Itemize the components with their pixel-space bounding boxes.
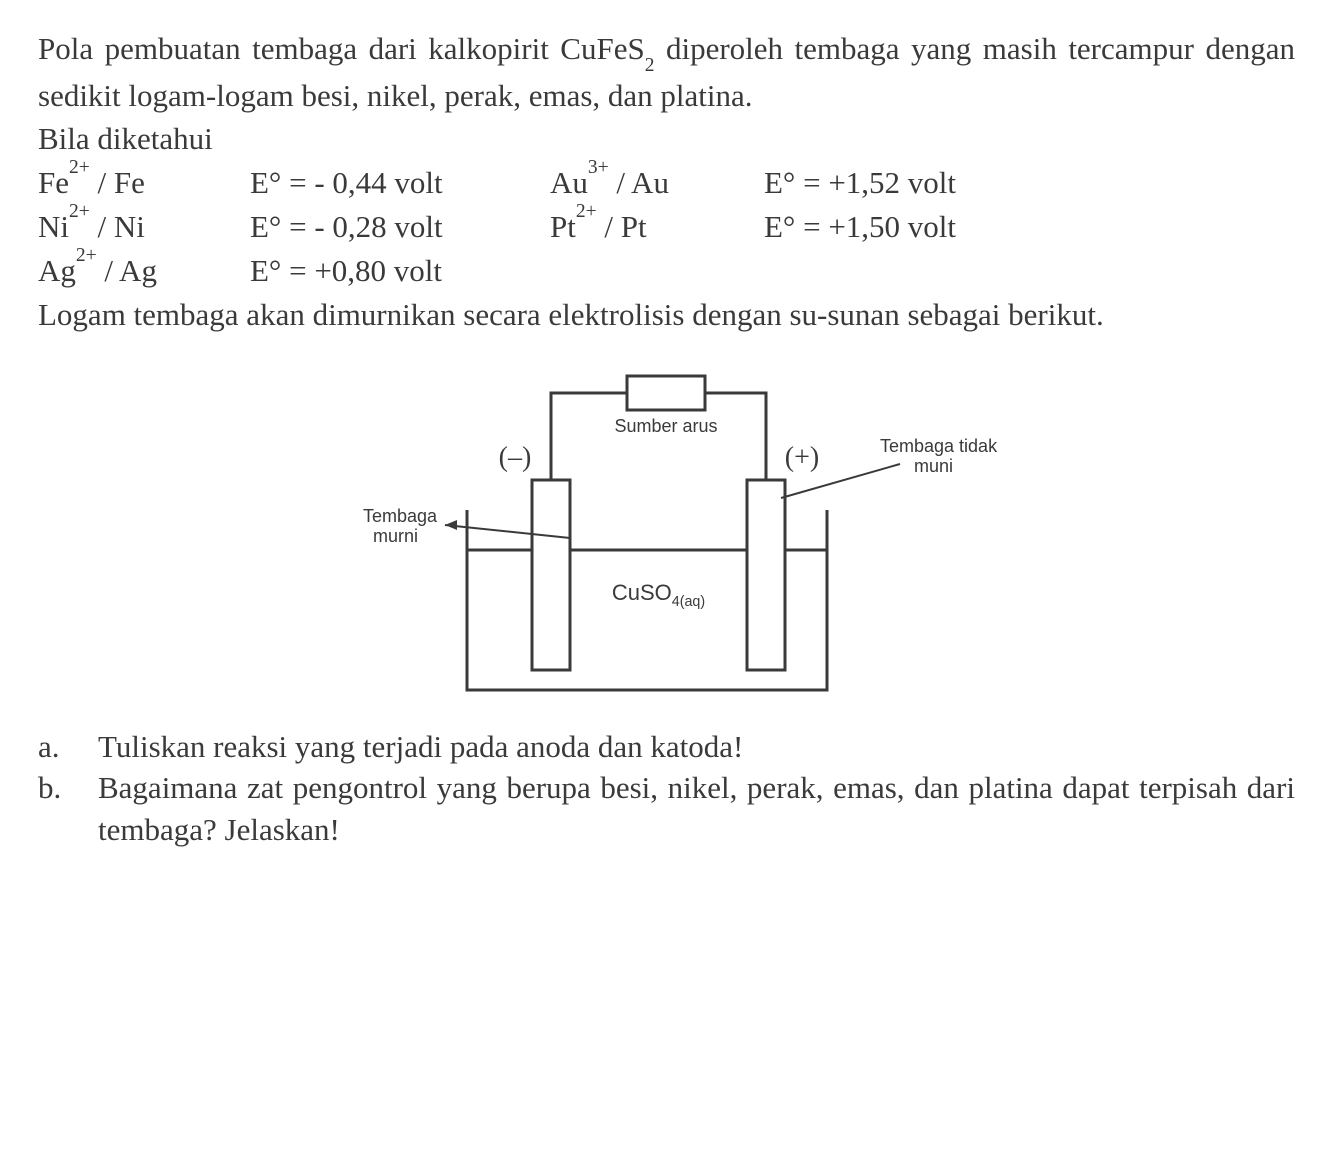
eq-r2c2: E° = - 0,28 volt [250, 206, 550, 248]
known-label: Bila diketahui [38, 118, 1295, 160]
svg-text:Tembaga: Tembaga [363, 506, 438, 526]
eq-r2c4: E° = +1,50 volt [764, 206, 1074, 248]
svg-text:CuSO4(aq): CuSO4(aq) [611, 580, 704, 610]
intro-paragraph: Pola pembuatan tembaga dari kalkopirit C… [38, 28, 1295, 116]
question-b: b. Bagaimana zat pengontrol yang berupa … [38, 767, 1295, 851]
eq-r3c2: E° = +0,80 volt [250, 250, 550, 292]
eq-r1c3: Au3+ / Au [550, 162, 764, 204]
eq-r2c3: Pt2+ / Pt [550, 206, 764, 248]
question-a: a. Tuliskan reaksi yang terjadi pada ano… [38, 726, 1295, 768]
svg-text:(–): (–) [498, 442, 531, 473]
question-list: a. Tuliskan reaksi yang terjadi pada ano… [38, 726, 1295, 852]
equation-table: Fe2+ / Fe E° = - 0,44 volt Au3+ / Au E° … [38, 162, 1295, 292]
svg-text:Sumber arus: Sumber arus [614, 416, 717, 436]
eq-r1c1: Fe2+ / Fe [38, 162, 250, 204]
intro-formula-sub: 2 [645, 55, 655, 76]
question-b-label: b. [38, 767, 98, 809]
para-2: Logam tembaga akan dimurnikan secara ele… [38, 294, 1295, 336]
electrolysis-diagram: Sumber arus (–) (+) Tembaga tidakmuni Tembag… [38, 370, 1295, 700]
svg-text:(+): (+) [784, 442, 818, 473]
eq-r1c4: E° = +1,52 volt [764, 162, 1074, 204]
eq-r3c1: Ag2+ / Ag [38, 250, 250, 292]
question-a-label: a. [38, 726, 98, 768]
svg-text:murni: murni [373, 526, 418, 546]
eq-r1c2: E° = - 0,44 volt [250, 162, 550, 204]
question-a-text: Tuliskan reaksi yang terjadi pada anoda … [98, 726, 1295, 768]
svg-text:Tembaga tidak: Tembaga tidak [880, 436, 998, 456]
intro-text-a: Pola pembuatan tembaga dari kalkopirit C… [38, 31, 645, 66]
eq-r2c1: Ni2+ / Ni [38, 206, 250, 248]
question-b-text: Bagaimana zat pengontrol yang berupa bes… [98, 767, 1295, 851]
svg-text:muni: muni [914, 456, 953, 476]
